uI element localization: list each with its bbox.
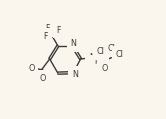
Text: O: O [101,64,108,73]
Text: O: O [29,64,35,73]
Text: NH: NH [89,53,101,62]
Text: N: N [72,70,78,79]
Text: N: N [97,54,103,63]
Text: H: H [94,59,100,65]
Text: N: N [71,39,77,48]
Text: Cl: Cl [108,44,116,53]
Text: O: O [39,74,46,83]
Text: F: F [57,25,61,35]
Text: Cl: Cl [97,47,105,56]
Text: F: F [43,32,48,41]
Text: F: F [46,24,50,33]
Text: Cl: Cl [116,50,124,59]
